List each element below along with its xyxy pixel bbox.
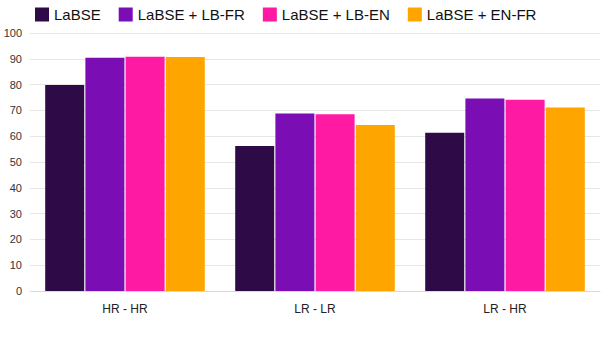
svg-text:0: 0 [16, 285, 22, 297]
svg-text:LaBSE + EN-FR: LaBSE + EN-FR [427, 6, 537, 23]
svg-text:70: 70 [10, 104, 22, 116]
svg-text:LaBSE + LB-EN: LaBSE + LB-EN [282, 6, 390, 23]
svg-text:20: 20 [10, 233, 22, 245]
svg-text:80: 80 [10, 79, 22, 91]
svg-text:LaBSE: LaBSE [54, 6, 101, 23]
svg-text:90: 90 [10, 53, 22, 65]
svg-text:LR - HR: LR - HR [483, 302, 527, 316]
svg-text:50: 50 [10, 156, 22, 168]
svg-text:10: 10 [10, 259, 22, 271]
svg-text:30: 30 [10, 208, 22, 220]
svg-text:HR - HR: HR - HR [102, 302, 148, 316]
svg-text:60: 60 [10, 130, 22, 142]
svg-text:40: 40 [10, 182, 22, 194]
svg-text:LR - LR: LR - LR [294, 302, 336, 316]
svg-text:100: 100 [4, 27, 22, 39]
svg-text:LaBSE + LB-FR: LaBSE + LB-FR [138, 6, 245, 23]
